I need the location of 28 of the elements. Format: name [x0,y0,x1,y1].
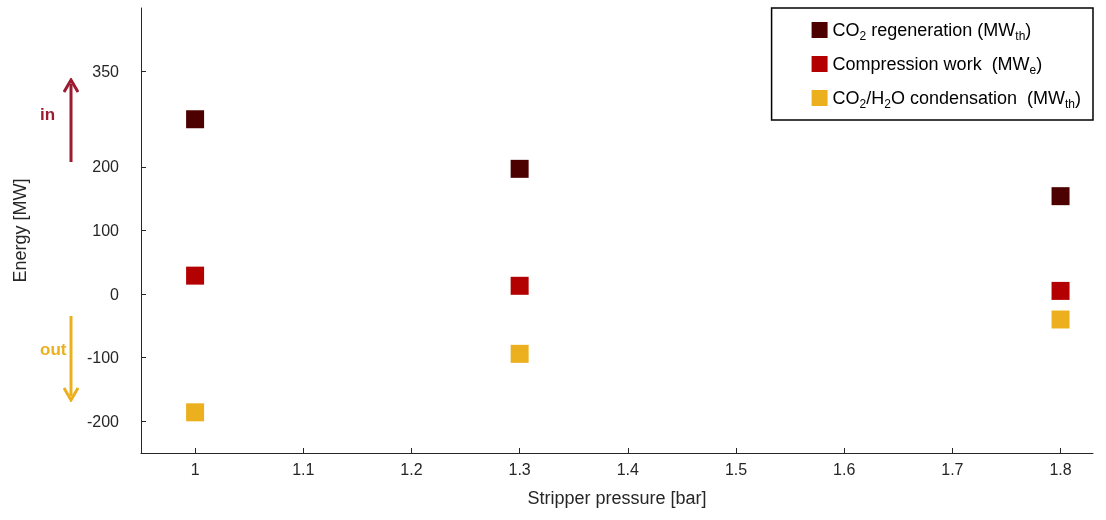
y-tick-label: 0 [110,285,120,303]
x-tick-label: 1.6 [833,460,856,478]
x-tick-label: 1.4 [616,460,640,478]
text: in [40,105,56,124]
y-tick-label: 100 [92,222,120,239]
point [1051,310,1070,329]
point [510,159,529,178]
x-tick-label: 1.5 [724,460,748,478]
text: out [40,340,67,359]
y-tick-label: -200 [86,412,120,430]
point [186,266,205,285]
x-tick-label: 1.1 [292,460,315,478]
x-tick-label: 1.3 [508,460,531,478]
point [510,344,529,363]
x-tick-label: 1 [190,460,200,478]
y-tick-label: 350 [92,63,120,81]
point [1051,187,1070,206]
y-axis-title: Energy [MW] [10,178,30,283]
x-tick-label: 1.2 [400,460,423,478]
point [186,403,205,422]
x-tick-label: 1.8 [1049,460,1072,478]
y-tick-label: -100 [86,349,120,367]
point [510,276,529,295]
x-tick-label: 1.7 [941,460,964,478]
point [186,110,205,129]
point [1051,281,1070,300]
y-tick-label: 200 [92,158,120,176]
x-axis-title: Stripper pressure [bar] [527,488,707,508]
